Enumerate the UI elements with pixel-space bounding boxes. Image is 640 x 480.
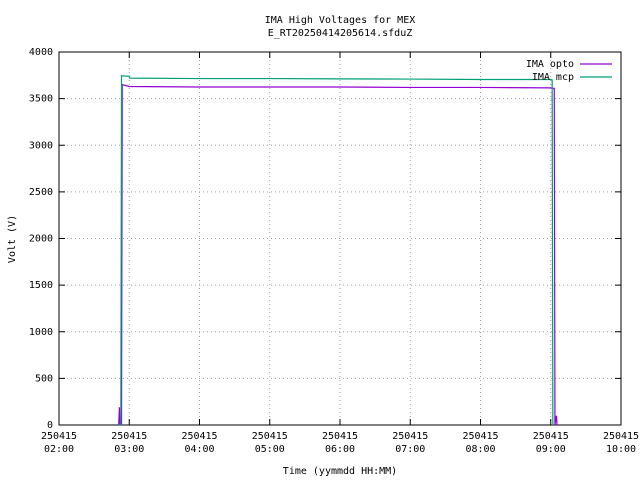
x-tick-label: 250415 05:00 xyxy=(251,431,288,455)
y-axis-label: Volt (V) xyxy=(7,215,18,263)
chart-subtitle: E_RT20250414205614.sfduZ xyxy=(268,28,413,39)
x-tick-label: 250415 09:00 xyxy=(532,431,569,455)
y-tick-label: 500 xyxy=(35,373,53,384)
series-line xyxy=(118,75,554,426)
x-axis-label: Time (yymmdd HH:MM) xyxy=(283,466,397,477)
y-tick-label: 0 xyxy=(47,420,53,431)
y-tick-label: 2500 xyxy=(29,187,53,198)
y-tick-label: 3000 xyxy=(29,140,53,151)
y-tick-label: 3500 xyxy=(29,94,53,105)
x-tick-label: 250415 07:00 xyxy=(392,431,429,455)
x-tick-label: 250415 08:00 xyxy=(462,431,499,455)
y-tick-label: 1500 xyxy=(29,280,53,291)
x-tick-label: 250415 04:00 xyxy=(181,431,218,455)
x-tick-label: 250415 10:00 xyxy=(602,431,640,455)
y-tick-label: 2000 xyxy=(29,234,53,245)
y-tick-label: 4000 xyxy=(29,47,53,58)
y-tick-label: 1000 xyxy=(29,327,53,338)
x-tick-label: 250415 03:00 xyxy=(111,431,148,455)
legend-label: IMA opto xyxy=(526,59,574,70)
x-tick-label: 250415 06:00 xyxy=(321,431,359,455)
x-tick-label: 250415 02:00 xyxy=(40,431,78,455)
chart-title: IMA High Voltages for MEX xyxy=(265,15,416,26)
legend-label: IMA mcp xyxy=(532,72,574,83)
series-line xyxy=(118,83,558,426)
plot-border xyxy=(58,51,622,426)
